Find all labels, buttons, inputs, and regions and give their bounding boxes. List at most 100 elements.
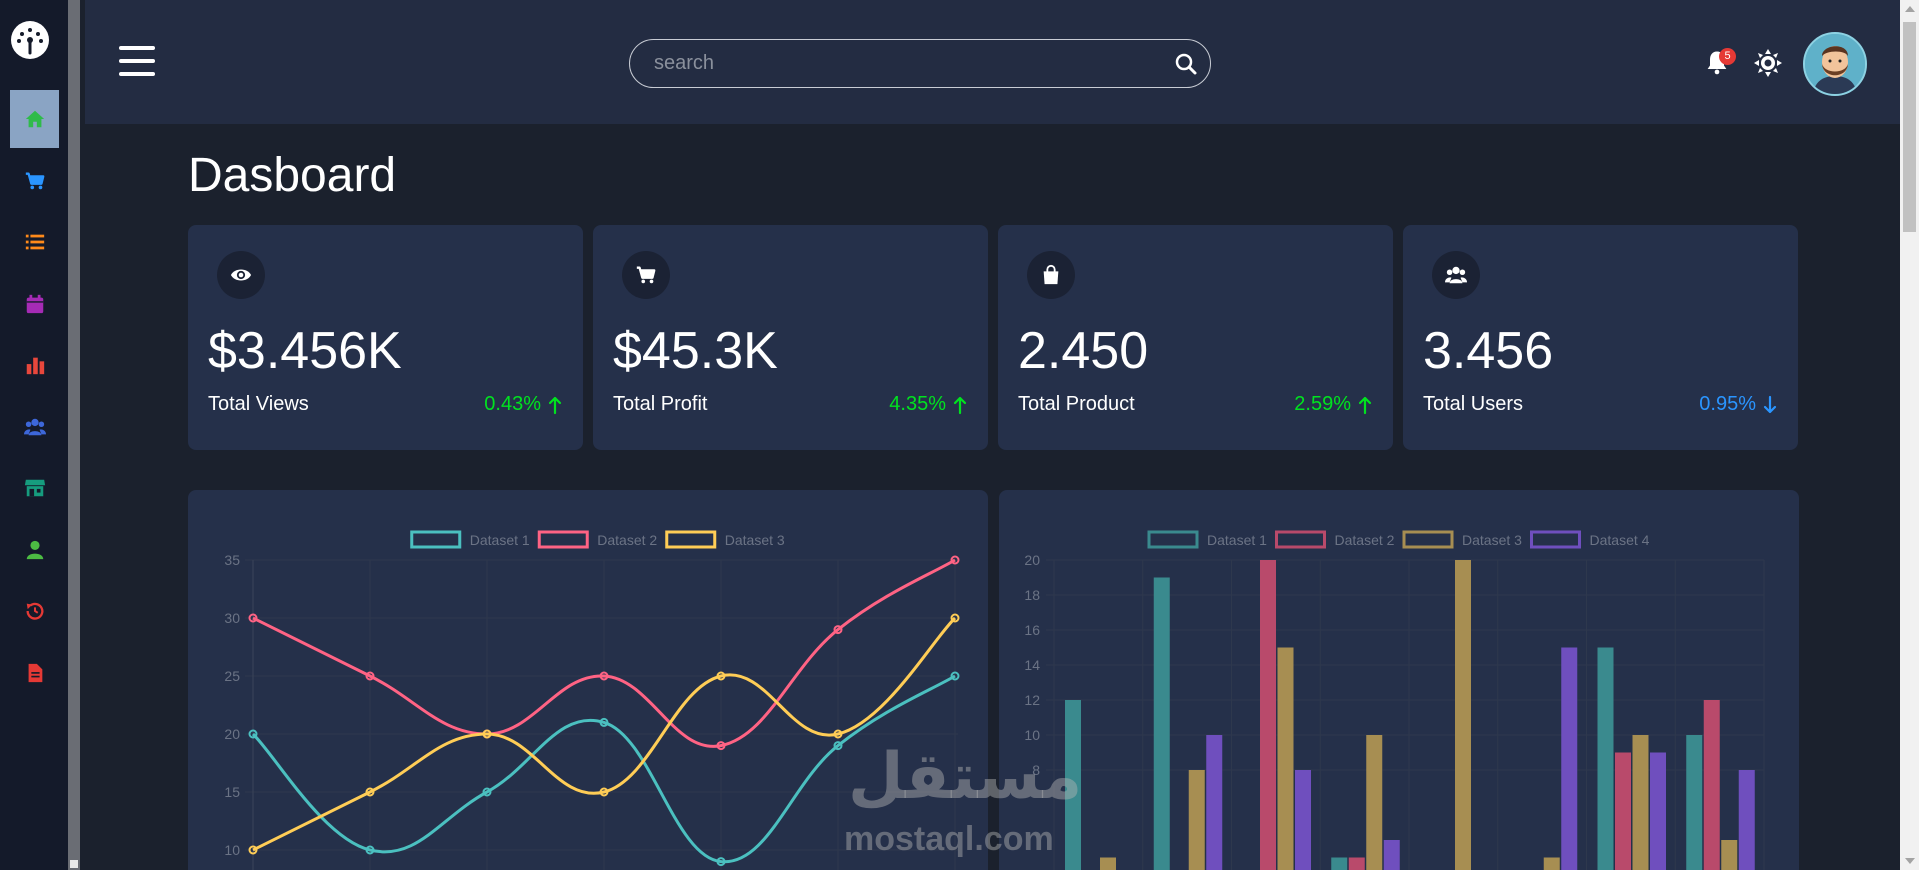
bar[interactable] [1632, 735, 1649, 870]
scroll-thumb[interactable] [1903, 22, 1916, 232]
data-point[interactable] [248, 845, 258, 855]
bar[interactable] [1348, 857, 1365, 870]
legend-label[interactable]: Dataset 3 [725, 532, 785, 548]
data-point[interactable] [248, 729, 258, 739]
bar[interactable] [1543, 857, 1560, 870]
stat-card[interactable]: $3.456K Total Views 0.43% [188, 225, 583, 450]
bar[interactable] [1703, 700, 1720, 870]
bar[interactable] [1153, 577, 1170, 870]
store-icon [24, 479, 45, 497]
data-point[interactable] [950, 555, 960, 565]
sidebar-item-user[interactable] [10, 521, 59, 579]
bar[interactable] [1260, 560, 1276, 870]
sidebar-item-calendar[interactable] [10, 275, 59, 333]
sidebar-item-users[interactable] [10, 398, 59, 456]
data-point[interactable] [599, 671, 609, 681]
bar[interactable] [1383, 840, 1400, 870]
legend-label[interactable]: Dataset 3 [1462, 532, 1522, 548]
scroll-up-arrow[interactable] [1905, 6, 1915, 12]
legend-label[interactable]: Dataset 1 [1207, 532, 1267, 548]
cart-icon [636, 266, 656, 284]
data-point[interactable] [716, 857, 726, 867]
legend-swatch[interactable] [537, 530, 589, 549]
bar[interactable] [1738, 770, 1755, 870]
bar[interactable] [1277, 647, 1294, 870]
data-point[interactable] [482, 729, 492, 739]
legend-swatch[interactable] [410, 530, 462, 549]
eye-icon [230, 269, 252, 281]
data-point[interactable] [833, 625, 843, 635]
series-line[interactable] [251, 674, 956, 864]
data-point[interactable] [716, 671, 726, 681]
legend-swatch[interactable] [1147, 530, 1199, 549]
sidebar-item-home[interactable] [10, 90, 59, 148]
bar[interactable] [1065, 700, 1081, 870]
search-icon[interactable] [1174, 52, 1198, 76]
bar[interactable] [1686, 735, 1703, 870]
stat-card[interactable]: 3.456 Total Users 0.95% [1403, 225, 1798, 450]
bar[interactable] [1615, 752, 1631, 870]
data-point[interactable] [365, 787, 375, 797]
stat-icon-badge [217, 251, 265, 299]
bar[interactable] [1597, 647, 1614, 870]
sidebar-scrollbar[interactable] [68, 0, 80, 870]
bar[interactable] [1188, 770, 1205, 870]
legend-label[interactable]: Dataset 2 [597, 532, 657, 548]
sidebar-scroll-knob[interactable] [70, 860, 78, 868]
stat-card[interactable]: $45.3K Total Profit 4.35% [593, 225, 988, 450]
stat-card[interactable]: 2.450 Total Product 2.59% [998, 225, 1393, 450]
bar[interactable] [1100, 857, 1116, 870]
sidebar-item-store[interactable] [10, 459, 59, 517]
y-tick-label: 8 [1032, 762, 1040, 778]
data-point[interactable] [365, 845, 375, 855]
sidebar-item-cart[interactable] [10, 152, 59, 210]
series-line[interactable] [252, 558, 956, 748]
bar[interactable] [1206, 735, 1223, 870]
page-scrollbar[interactable] [1900, 0, 1919, 870]
list-icon [25, 234, 44, 250]
dashboard-logo-icon[interactable] [10, 20, 50, 60]
sidebar-item-file[interactable] [10, 644, 59, 702]
bar[interactable] [1366, 735, 1383, 870]
data-point[interactable] [716, 741, 726, 751]
menu-toggle-button[interactable] [119, 46, 155, 76]
bar[interactable] [1295, 770, 1311, 870]
brightness-icon[interactable] [1753, 48, 1783, 78]
data-point[interactable] [833, 741, 843, 751]
avatar-portrait [1805, 34, 1865, 94]
hamburger-line [119, 46, 155, 50]
user-icon [26, 540, 43, 559]
topbar: 5 [85, 0, 1900, 124]
scroll-down-arrow[interactable] [1905, 858, 1915, 864]
legend-label[interactable]: Dataset 1 [470, 532, 530, 548]
bar[interactable] [1331, 857, 1348, 870]
bar[interactable] [1650, 752, 1666, 870]
data-point[interactable] [482, 787, 492, 797]
legend-swatch[interactable] [1275, 530, 1326, 549]
data-point[interactable] [599, 787, 609, 797]
legend-swatch[interactable] [665, 530, 717, 549]
legend-swatch[interactable] [1530, 530, 1581, 549]
data-point[interactable] [833, 729, 843, 739]
data-point[interactable] [248, 613, 258, 623]
sidebar-item-history[interactable] [10, 582, 59, 640]
arrow-up-icon [953, 396, 967, 414]
legend-label[interactable]: Dataset 2 [1335, 532, 1395, 548]
legend-label[interactable]: Dataset 4 [1590, 532, 1650, 548]
history-icon [26, 602, 43, 620]
bar[interactable] [1455, 560, 1471, 870]
users-icon [23, 418, 46, 435]
bar[interactable] [1721, 840, 1738, 870]
search-box [629, 39, 1211, 88]
data-point[interactable] [599, 717, 609, 727]
sidebar-item-bar-chart[interactable] [10, 336, 59, 394]
avatar[interactable] [1803, 32, 1867, 96]
legend-swatch[interactable] [1402, 530, 1454, 549]
data-point[interactable] [950, 613, 960, 623]
sidebar-item-list[interactable] [10, 213, 59, 271]
data-point[interactable] [365, 671, 375, 681]
search-input[interactable] [654, 40, 1154, 87]
series-line[interactable] [252, 616, 957, 852]
data-point[interactable] [950, 671, 960, 681]
bar[interactable] [1561, 647, 1578, 870]
